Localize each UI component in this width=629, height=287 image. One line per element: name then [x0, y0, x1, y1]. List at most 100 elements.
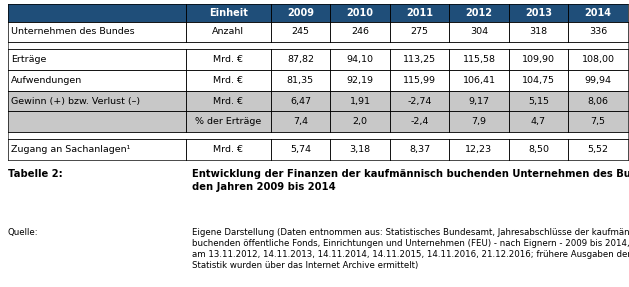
Text: 2010: 2010 — [347, 8, 374, 18]
Bar — [8, 49, 186, 70]
Bar — [509, 42, 568, 49]
Text: Anzahl: Anzahl — [213, 27, 245, 36]
Text: Mrd. €: Mrd. € — [213, 76, 243, 85]
Text: -2,74: -2,74 — [407, 96, 431, 106]
Text: Unternehmen des Bundes: Unternehmen des Bundes — [11, 27, 135, 36]
Bar — [270, 139, 330, 160]
Bar — [390, 70, 449, 91]
Text: 4,7: 4,7 — [531, 117, 546, 126]
Bar — [186, 111, 270, 132]
Text: 1,91: 1,91 — [350, 96, 370, 106]
Text: 92,19: 92,19 — [347, 76, 374, 85]
Text: 9,17: 9,17 — [469, 96, 489, 106]
Bar — [270, 49, 330, 70]
Text: 104,75: 104,75 — [522, 76, 555, 85]
Text: Entwicklung der Finanzen der kaufmännisch buchenden Unternehmen des Bundes in
de: Entwicklung der Finanzen der kaufmännisc… — [192, 169, 629, 192]
Text: 7,9: 7,9 — [472, 117, 486, 126]
Bar — [330, 70, 390, 91]
Text: 8,37: 8,37 — [409, 145, 430, 154]
Bar — [509, 139, 568, 160]
Bar — [270, 132, 330, 139]
Bar — [509, 132, 568, 139]
Text: 2,0: 2,0 — [352, 117, 367, 126]
Bar — [568, 132, 628, 139]
Bar — [449, 22, 509, 42]
Bar — [330, 49, 390, 70]
Text: Tabelle 2:: Tabelle 2: — [8, 169, 62, 179]
Text: 2013: 2013 — [525, 8, 552, 18]
Bar — [270, 111, 330, 132]
Bar — [330, 91, 390, 111]
Bar — [186, 4, 270, 22]
Text: Eigene Darstellung (Daten entnommen aus: Statistisches Bundesamt, Jahresabschlüs: Eigene Darstellung (Daten entnommen aus:… — [192, 228, 629, 270]
Text: 318: 318 — [530, 27, 547, 36]
Bar — [8, 42, 186, 49]
Bar — [8, 70, 186, 91]
Text: 8,50: 8,50 — [528, 145, 549, 154]
Bar — [8, 111, 186, 132]
Bar — [8, 91, 186, 111]
Bar — [390, 139, 449, 160]
Text: 304: 304 — [470, 27, 488, 36]
Bar — [186, 91, 270, 111]
Text: Erträge: Erträge — [11, 55, 47, 64]
Bar — [449, 49, 509, 70]
Text: Quelle:: Quelle: — [8, 228, 38, 237]
Bar — [186, 49, 270, 70]
Text: Mrd. €: Mrd. € — [213, 145, 243, 154]
Bar — [449, 111, 509, 132]
Bar — [509, 111, 568, 132]
Bar — [568, 49, 628, 70]
Bar — [449, 91, 509, 111]
Bar — [568, 42, 628, 49]
Bar — [449, 139, 509, 160]
Text: 108,00: 108,00 — [581, 55, 615, 64]
Bar — [8, 132, 186, 139]
Bar — [509, 4, 568, 22]
Bar — [390, 42, 449, 49]
Text: 7,5: 7,5 — [591, 117, 606, 126]
Bar — [270, 42, 330, 49]
Text: 115,58: 115,58 — [462, 55, 496, 64]
Text: 336: 336 — [589, 27, 607, 36]
Text: 5,52: 5,52 — [587, 145, 608, 154]
Bar — [330, 42, 390, 49]
Bar — [270, 22, 330, 42]
Text: 245: 245 — [291, 27, 309, 36]
Bar — [330, 111, 390, 132]
Text: 7,4: 7,4 — [293, 117, 308, 126]
Text: 87,82: 87,82 — [287, 55, 314, 64]
Text: 2014: 2014 — [584, 8, 611, 18]
Bar — [568, 111, 628, 132]
Bar — [509, 70, 568, 91]
Text: Einheit: Einheit — [209, 8, 248, 18]
Bar — [509, 22, 568, 42]
Bar — [390, 132, 449, 139]
Bar — [390, 4, 449, 22]
Bar — [270, 91, 330, 111]
Bar — [330, 139, 390, 160]
Bar — [186, 42, 270, 49]
Bar — [270, 70, 330, 91]
Bar — [390, 22, 449, 42]
Text: 6,47: 6,47 — [290, 96, 311, 106]
Bar — [186, 139, 270, 160]
Bar — [449, 132, 509, 139]
Text: 2011: 2011 — [406, 8, 433, 18]
Text: 115,99: 115,99 — [403, 76, 436, 85]
Text: 5,15: 5,15 — [528, 96, 549, 106]
Text: 3,18: 3,18 — [349, 145, 370, 154]
Bar — [568, 70, 628, 91]
Text: 12,23: 12,23 — [465, 145, 493, 154]
Bar — [509, 91, 568, 111]
Text: Mrd. €: Mrd. € — [213, 55, 243, 64]
Bar — [270, 4, 330, 22]
Text: Zugang an Sachanlagen¹: Zugang an Sachanlagen¹ — [11, 145, 131, 154]
Bar — [449, 70, 509, 91]
Bar — [568, 22, 628, 42]
Bar — [330, 132, 390, 139]
Bar — [568, 91, 628, 111]
Bar — [449, 42, 509, 49]
Bar — [509, 49, 568, 70]
Bar — [8, 139, 186, 160]
